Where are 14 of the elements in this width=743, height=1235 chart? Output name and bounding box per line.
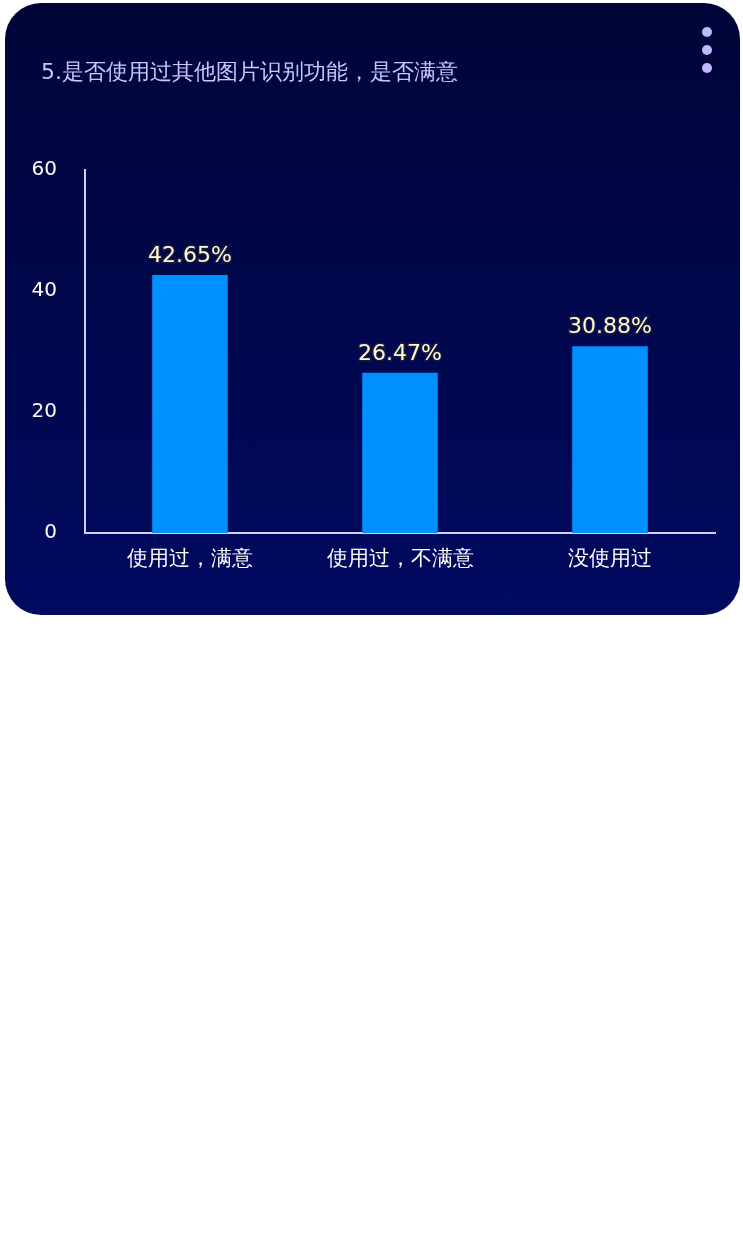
x-tick-label: 使用过，不满意: [326, 546, 474, 571]
data-label: 42.65%: [148, 241, 232, 267]
y-tick-label: 20: [31, 398, 57, 423]
data-label: 30.88%: [568, 312, 652, 338]
bar: [362, 372, 438, 533]
y-tick-label: 60: [31, 156, 57, 181]
chart-title: 5.是否使用过其他图片识别功能，是否满意: [41, 58, 458, 86]
x-tick-label: 使用过，满意: [127, 546, 253, 571]
y-tick-label: 0: [44, 519, 57, 544]
bar: [572, 346, 648, 533]
bar: [152, 274, 228, 533]
x-tick-label: 没使用过: [568, 546, 652, 571]
y-tick-label: 40: [31, 277, 57, 302]
data-label: 26.47%: [358, 339, 442, 365]
